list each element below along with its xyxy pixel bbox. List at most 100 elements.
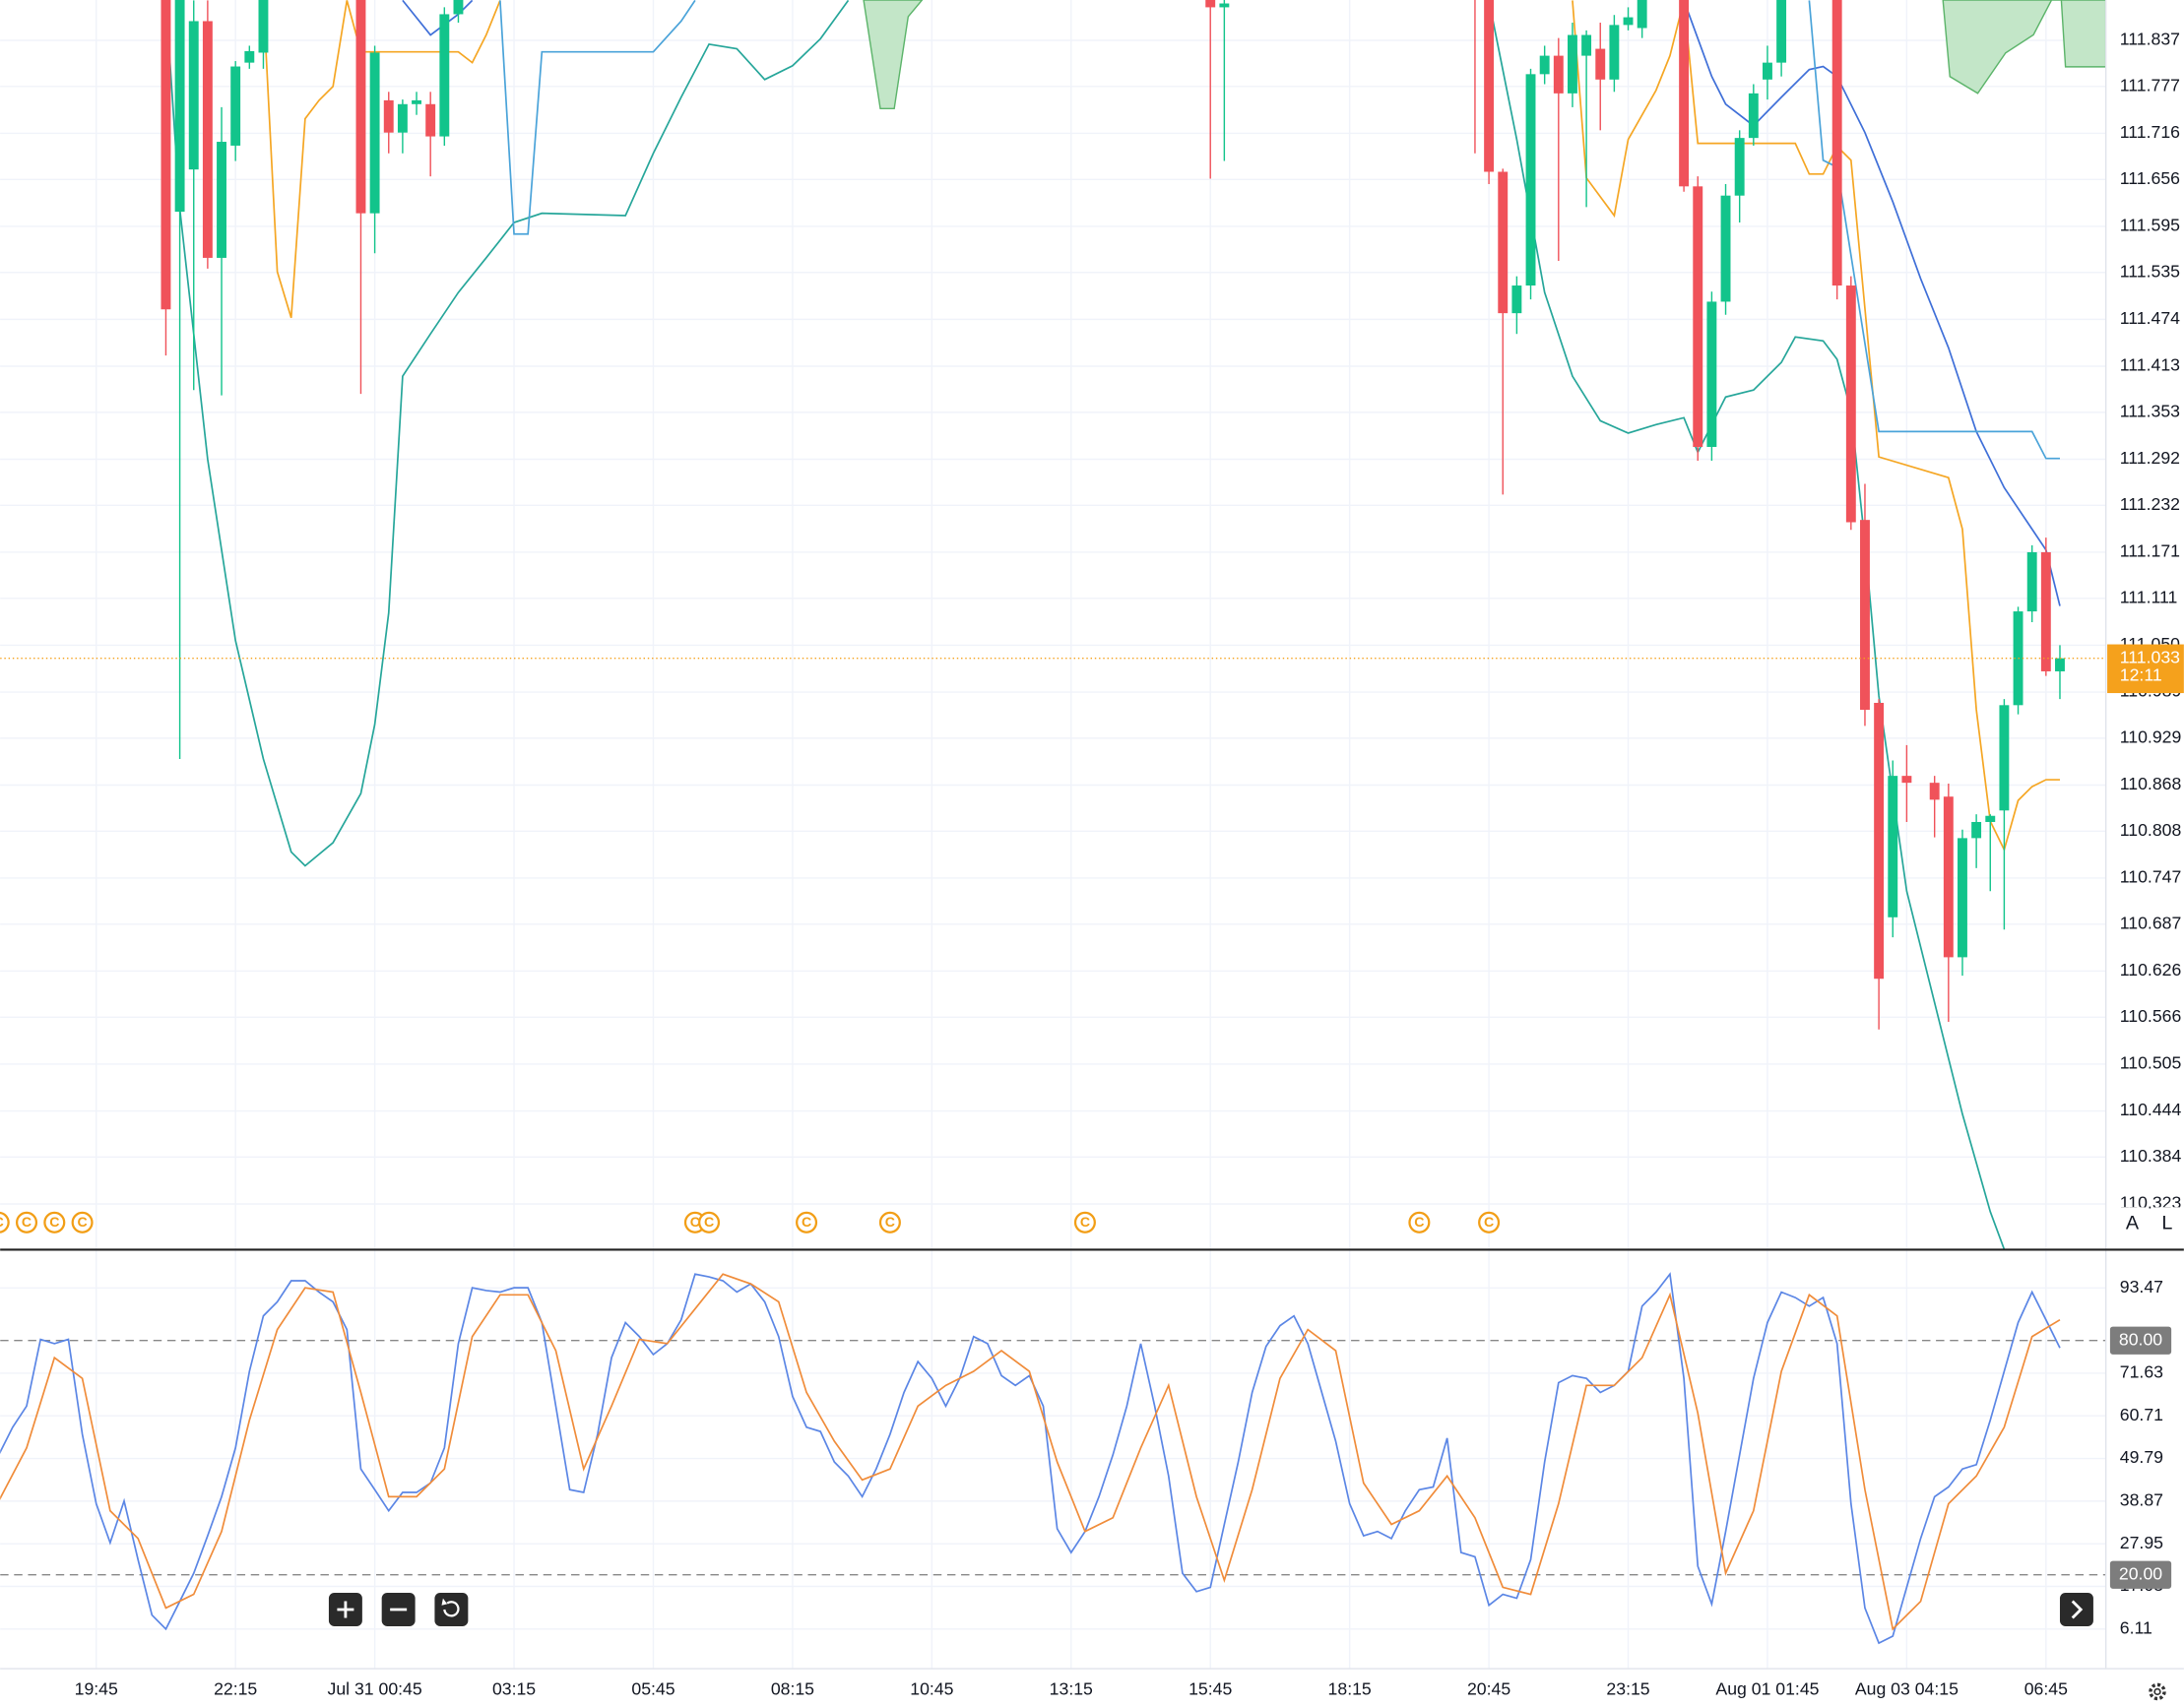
candle-body [412, 99, 421, 104]
series-line [0, 1273, 2061, 1631]
zoom-out-button[interactable] [381, 1593, 416, 1626]
y-tick-label: 111.413 [2120, 355, 2180, 375]
candle-body [453, 0, 464, 15]
cloud [863, 0, 924, 110]
candle-body [2055, 658, 2065, 671]
y-tick-label: 71.63 [2120, 1362, 2163, 1382]
y-tick-label: 110.929 [2120, 727, 2182, 747]
candle-body [1511, 285, 1522, 314]
y-tick-label: 110.868 [2120, 774, 2182, 793]
reset-button[interactable] [434, 1593, 469, 1626]
log-scale-button[interactable]: L [2152, 1207, 2183, 1238]
candle-body [439, 14, 450, 137]
y-tick-label: 111.171 [2120, 541, 2180, 561]
candle-body [1205, 0, 1216, 8]
x-tick-label: 19:45 [75, 1679, 118, 1699]
x-tick-label: 22:15 [214, 1679, 257, 1699]
event-label: C [802, 1214, 811, 1230]
band-badge [2109, 1326, 2172, 1355]
event-marker [15, 1211, 38, 1233]
x-tick-label: 06:45 [2024, 1679, 2068, 1699]
y-tick-label: 111.656 [2120, 168, 2180, 188]
auto-scale-button[interactable]: A [2116, 1207, 2149, 1238]
y-tick-label: 110.505 [2120, 1053, 2182, 1073]
series-line [164, 0, 2006, 1249]
band-label: 20.00 [2119, 1563, 2162, 1583]
y-tick-label: 60.71 [2120, 1405, 2163, 1424]
candle-body [1595, 48, 1606, 80]
candle-body [258, 0, 269, 53]
y-tick-label: 111.232 [2120, 494, 2180, 514]
oscillator-pane [0, 1272, 2106, 1645]
y-tick-label: 110.566 [2120, 1006, 2182, 1026]
band-label: 80.00 [2119, 1329, 2162, 1349]
candle-body [161, 0, 171, 310]
event-label: C [1080, 1214, 1090, 1230]
x-tick-label: 23:15 [1606, 1679, 1649, 1699]
event-marker [0, 1211, 10, 1233]
scroll-right-button[interactable] [2059, 1593, 2093, 1626]
y-tick-label: 111.595 [2120, 216, 2180, 235]
x-tick-label: 08:15 [771, 1679, 814, 1699]
event-marker [796, 1211, 818, 1233]
candle-body [383, 99, 394, 133]
candle-body [1693, 186, 1703, 447]
event-marker [878, 1211, 901, 1233]
candle-body [244, 50, 255, 63]
event-label: C [77, 1214, 87, 1230]
candle-body [1637, 0, 1647, 29]
candle-body [397, 103, 408, 133]
series-line [499, 0, 2060, 460]
y-tick-label: 93.47 [2120, 1277, 2163, 1296]
y-tick-label: 111.777 [2120, 76, 2180, 95]
event-label: C [690, 1214, 700, 1230]
candle-body [1874, 702, 1885, 980]
y-tick-label: 27.95 [2120, 1533, 2163, 1552]
event-label: C [49, 1214, 59, 1230]
y-tick-label: 38.87 [2120, 1490, 2163, 1510]
zoom-in-button[interactable] [328, 1593, 362, 1626]
event-marker [43, 1211, 66, 1233]
candle-body [174, 0, 185, 213]
x-tick-label: 13:15 [1050, 1679, 1093, 1699]
event-marker [698, 1211, 721, 1233]
candle-body [217, 142, 226, 258]
button-label: A [2126, 1212, 2140, 1233]
x-tick-label: 15:45 [1188, 1679, 1232, 1699]
event-label: C [885, 1214, 895, 1230]
y-tick-label: 111.535 [2120, 261, 2180, 281]
band-badge [2109, 1560, 2172, 1589]
x-tick-label: 20:45 [1467, 1679, 1510, 1699]
y-tick-label: 6.11 [2120, 1617, 2152, 1637]
candle-body [1763, 62, 1772, 80]
candle-body [1776, 0, 1787, 63]
settings-button[interactable] [2149, 1682, 2166, 1701]
candle-body [1860, 520, 1870, 710]
candle-body [1679, 0, 1690, 187]
x-tick-label: Aug 01 01:45 [1715, 1679, 1819, 1699]
last-price-label: 111.033 [2120, 647, 2180, 666]
button-label: L [2161, 1212, 2172, 1233]
event-label: C [22, 1214, 32, 1230]
y-tick-label: 111.111 [2120, 587, 2178, 606]
candle-body [369, 52, 380, 214]
candle-body [1734, 138, 1745, 196]
candle-body [1958, 838, 1967, 958]
y-tick-label: 111.474 [2120, 308, 2180, 328]
candle-body [1525, 74, 1536, 286]
series-line [0, 1272, 2061, 1645]
x-tick-label: Jul 31 00:45 [327, 1679, 421, 1699]
event-label: C [704, 1214, 714, 1230]
y-tick-label: 110.626 [2120, 960, 2182, 980]
candle-body [1985, 815, 1996, 822]
candle-body [230, 66, 241, 146]
x-tick-label: 05:45 [631, 1679, 674, 1699]
price-pane [0, 0, 2106, 1249]
event-label: C [1414, 1214, 1424, 1230]
x-tick-label: 03:15 [492, 1679, 536, 1699]
event-label: C [1484, 1214, 1494, 1230]
y-tick-label: 110.384 [2120, 1146, 2182, 1166]
candle-body [1831, 0, 1842, 286]
event-marker [71, 1211, 94, 1233]
